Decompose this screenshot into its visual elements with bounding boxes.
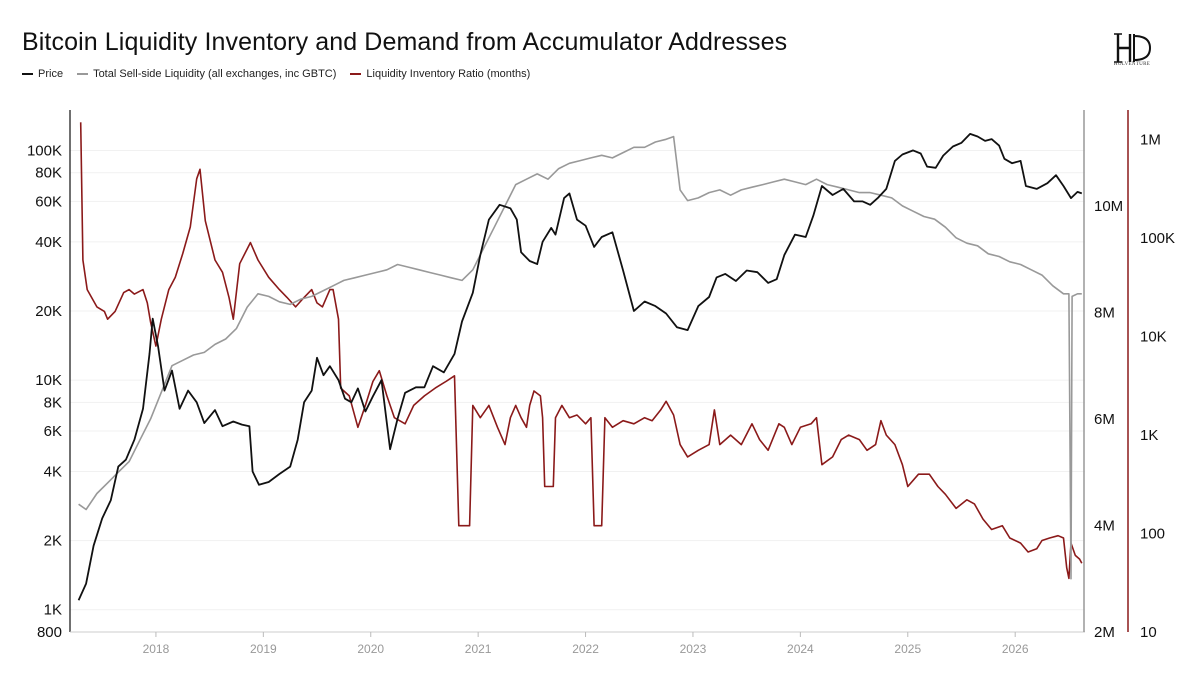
legend-swatch-inventory-ratio	[350, 73, 362, 75]
price-tick-label: 8K	[44, 394, 62, 411]
price-tick-label: 1K	[44, 602, 62, 619]
legend-label-inventory-ratio: Liquidity Inventory Ratio (months)	[366, 68, 531, 80]
price-tick-label: 20K	[35, 303, 62, 320]
ratio-tick-label: 10	[1140, 624, 1157, 641]
price-tick-label: 800	[37, 624, 62, 641]
liquidity-tick-label: 6M	[1094, 411, 1115, 428]
x-tick-label: 2024	[787, 642, 814, 656]
liquidity-tick-label: 2M	[1094, 624, 1115, 641]
price-tick-label: 10K	[35, 372, 62, 389]
price-tick-label: 40K	[35, 234, 62, 251]
x-tick-label: 2020	[357, 642, 384, 656]
price-series-line	[77, 133, 1083, 601]
liquidity-tick-label: 8M	[1094, 304, 1115, 321]
x-tick-label: 2023	[680, 642, 707, 656]
legend-item-inventory-ratio: Liquidity Inventory Ratio (months)	[350, 68, 530, 80]
chart-title: Bitcoin Liquidity Inventory and Demand f…	[22, 28, 788, 56]
legend-item-sell-side-liquidity: Total Sell-side Liquidity (all exchanges…	[77, 68, 336, 80]
legend: Price Total Sell-side Liquidity (all exc…	[22, 68, 530, 80]
price-tick-label: 100K	[27, 142, 62, 159]
sell-side-liquidity-series-line	[78, 135, 1082, 580]
liquidity-tick-label: 10M	[1094, 198, 1123, 215]
x-tick-label: 2026	[1002, 642, 1029, 656]
ratio-tick-label: 100	[1140, 526, 1165, 543]
x-tick-label: 2025	[894, 642, 921, 656]
x-tick-label: 2019	[250, 642, 277, 656]
legend-label-sell-side-liquidity: Total Sell-side Liquidity (all exchanges…	[93, 68, 337, 80]
legend-swatch-price	[22, 73, 33, 75]
hd-monogram-logo	[1114, 33, 1152, 63]
x-tick-label: 2018	[143, 642, 170, 656]
ratio-tick-label: 1K	[1140, 427, 1158, 444]
legend-item-price: Price	[22, 68, 63, 80]
legend-swatch-sell-side-liquidity	[77, 73, 89, 75]
logo-text: HOLVENTURE	[1113, 62, 1151, 67]
liquidity-tick-label: 4M	[1094, 517, 1115, 534]
price-tick-label: 2K	[44, 533, 62, 550]
ratio-tick-label: 10K	[1140, 329, 1167, 346]
x-tick-label: 2021	[465, 642, 492, 656]
ratio-tick-label: 1M	[1140, 132, 1161, 149]
price-tick-label: 4K	[44, 463, 62, 480]
inventory-ratio-series-line	[79, 122, 1083, 580]
price-tick-label: 60K	[35, 193, 62, 210]
x-tick-label: 2022	[572, 642, 599, 656]
price-tick-label: 80K	[35, 165, 62, 182]
ratio-tick-label: 100K	[1140, 230, 1175, 247]
legend-label-price: Price	[38, 68, 64, 80]
price-tick-label: 6K	[44, 423, 62, 440]
